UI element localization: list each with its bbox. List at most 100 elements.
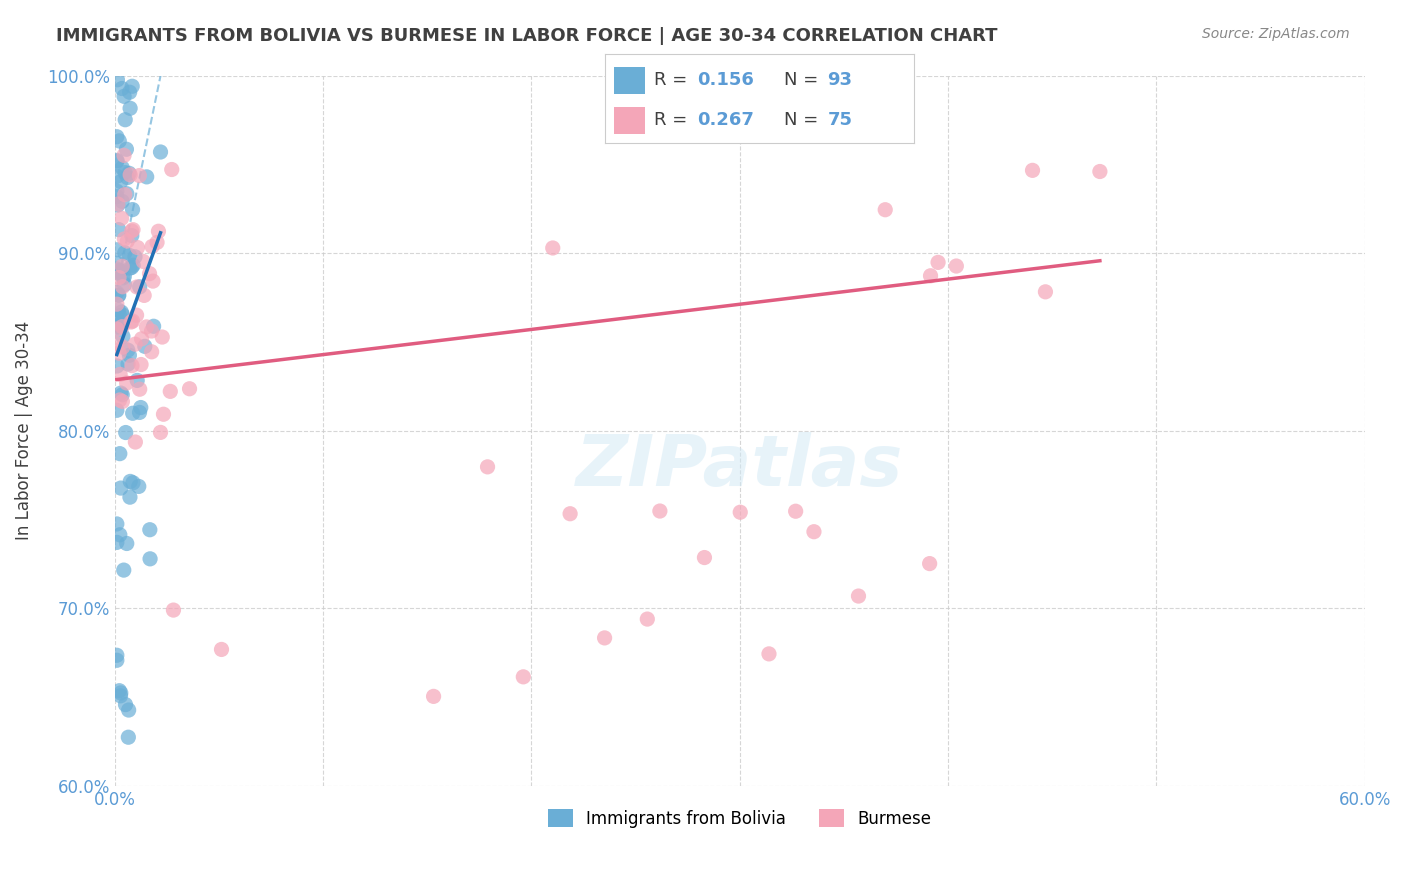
Immigrants from Bolivia bbox=[117, 730, 139, 744]
Immigrants from Bolivia bbox=[112, 89, 135, 103]
Immigrants from Bolivia bbox=[115, 536, 138, 550]
Immigrants from Bolivia bbox=[108, 264, 131, 278]
Burmese bbox=[769, 121, 792, 136]
Burmese bbox=[129, 358, 152, 372]
Burmese bbox=[636, 612, 658, 626]
Immigrants from Bolivia bbox=[105, 265, 128, 279]
Burmese bbox=[141, 239, 163, 253]
Immigrants from Bolivia bbox=[110, 686, 132, 700]
Burmese bbox=[138, 267, 160, 281]
Immigrants from Bolivia bbox=[105, 153, 128, 168]
Immigrants from Bolivia bbox=[111, 194, 134, 209]
Immigrants from Bolivia bbox=[134, 339, 156, 353]
Burmese bbox=[159, 384, 181, 399]
Text: N =: N = bbox=[785, 112, 824, 129]
Burmese bbox=[112, 232, 135, 246]
Legend: Immigrants from Bolivia, Burmese: Immigrants from Bolivia, Burmese bbox=[541, 803, 938, 834]
Burmese bbox=[111, 259, 134, 273]
Burmese bbox=[121, 314, 143, 328]
Immigrants from Bolivia bbox=[111, 308, 134, 322]
Immigrants from Bolivia bbox=[108, 447, 131, 461]
Burmese bbox=[121, 359, 143, 373]
Burmese bbox=[111, 340, 134, 354]
Burmese bbox=[179, 382, 201, 396]
Immigrants from Bolivia bbox=[135, 169, 157, 184]
Burmese bbox=[150, 330, 173, 344]
Burmese bbox=[162, 603, 184, 617]
Immigrants from Bolivia bbox=[118, 85, 141, 99]
Text: R =: R = bbox=[654, 112, 693, 129]
Burmese bbox=[758, 647, 780, 661]
Text: IMMIGRANTS FROM BOLIVIA VS BURMESE IN LABOR FORCE | AGE 30-34 CORRELATION CHART: IMMIGRANTS FROM BOLIVIA VS BURMESE IN LA… bbox=[56, 27, 998, 45]
Burmese bbox=[105, 297, 128, 311]
Immigrants from Bolivia bbox=[121, 79, 143, 94]
Immigrants from Bolivia bbox=[107, 318, 129, 332]
Immigrants from Bolivia bbox=[105, 653, 128, 667]
Burmese bbox=[945, 259, 967, 273]
Immigrants from Bolivia bbox=[122, 258, 145, 272]
FancyBboxPatch shape bbox=[614, 107, 645, 134]
Burmese bbox=[211, 642, 233, 657]
Burmese bbox=[114, 187, 136, 202]
Burmese bbox=[512, 670, 534, 684]
Immigrants from Bolivia bbox=[108, 528, 131, 542]
Burmese bbox=[152, 407, 174, 421]
Burmese bbox=[927, 255, 949, 269]
Immigrants from Bolivia bbox=[139, 551, 162, 566]
Immigrants from Bolivia bbox=[110, 305, 132, 319]
Burmese bbox=[108, 346, 131, 360]
Burmese bbox=[728, 505, 751, 519]
Burmese bbox=[146, 235, 169, 250]
Immigrants from Bolivia bbox=[117, 343, 139, 358]
Burmese bbox=[128, 169, 150, 183]
Text: 0.156: 0.156 bbox=[697, 71, 754, 89]
Immigrants from Bolivia bbox=[114, 165, 136, 179]
Burmese bbox=[115, 376, 138, 390]
Immigrants from Bolivia bbox=[114, 277, 136, 292]
Immigrants from Bolivia bbox=[120, 101, 142, 115]
Text: ZIPatlas: ZIPatlas bbox=[576, 432, 904, 500]
Burmese bbox=[160, 162, 183, 177]
Burmese bbox=[132, 254, 155, 268]
Immigrants from Bolivia bbox=[124, 250, 146, 264]
Burmese bbox=[918, 557, 941, 571]
Burmese bbox=[124, 337, 146, 351]
Burmese bbox=[128, 382, 150, 396]
Immigrants from Bolivia bbox=[107, 303, 129, 318]
Immigrants from Bolivia bbox=[115, 186, 138, 201]
Immigrants from Bolivia bbox=[105, 256, 128, 270]
Immigrants from Bolivia bbox=[128, 280, 150, 294]
Immigrants from Bolivia bbox=[118, 166, 141, 180]
Immigrants from Bolivia bbox=[121, 406, 143, 420]
Immigrants from Bolivia bbox=[111, 271, 134, 285]
Burmese bbox=[120, 168, 142, 182]
Immigrants from Bolivia bbox=[105, 262, 128, 277]
Immigrants from Bolivia bbox=[149, 145, 172, 159]
Immigrants from Bolivia bbox=[110, 481, 132, 495]
Immigrants from Bolivia bbox=[105, 169, 128, 184]
Immigrants from Bolivia bbox=[111, 81, 134, 95]
Text: Source: ZipAtlas.com: Source: ZipAtlas.com bbox=[1202, 27, 1350, 41]
Immigrants from Bolivia bbox=[108, 309, 131, 323]
Burmese bbox=[108, 368, 131, 382]
Immigrants from Bolivia bbox=[118, 348, 141, 362]
Burmese bbox=[593, 631, 616, 645]
Burmese bbox=[121, 224, 143, 238]
Immigrants from Bolivia bbox=[108, 134, 131, 148]
Immigrants from Bolivia bbox=[110, 318, 132, 333]
Immigrants from Bolivia bbox=[114, 245, 136, 260]
Burmese bbox=[558, 507, 581, 521]
Burmese bbox=[422, 690, 444, 704]
Immigrants from Bolivia bbox=[114, 425, 136, 440]
Immigrants from Bolivia bbox=[121, 260, 143, 275]
Immigrants from Bolivia bbox=[110, 264, 132, 278]
Immigrants from Bolivia bbox=[108, 683, 131, 698]
Burmese bbox=[111, 394, 134, 409]
Burmese bbox=[648, 504, 671, 518]
Burmese bbox=[875, 202, 897, 217]
Burmese bbox=[848, 589, 870, 603]
Burmese bbox=[120, 315, 142, 329]
Burmese bbox=[920, 268, 942, 283]
Burmese bbox=[803, 524, 825, 539]
Burmese bbox=[127, 241, 149, 255]
